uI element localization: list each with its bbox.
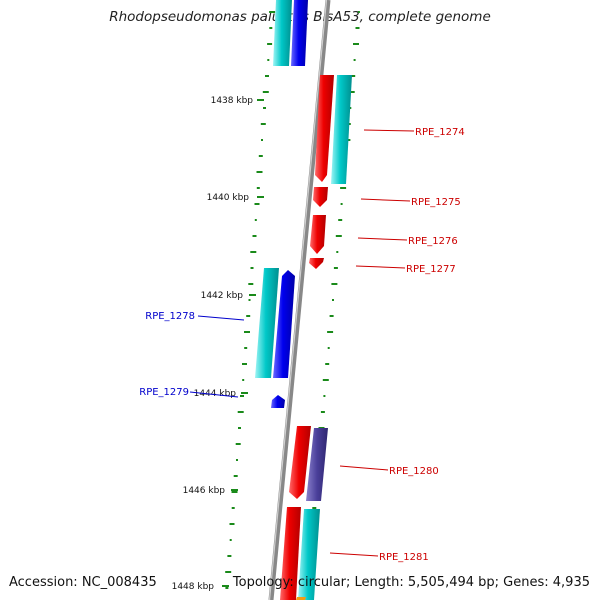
cds-feature-rpe-1279: [271, 395, 285, 408]
gene-feature-rpe-1281: [298, 509, 320, 600]
gene-feature-rpe-1274: [331, 75, 352, 184]
backbone-line: [268, 0, 331, 600]
gene-label-rpe-1274[interactable]: RPE_1274: [415, 127, 465, 138]
cds-feature-rpe-1281: [280, 507, 301, 600]
gc-skew-track-left: [225, 11, 276, 589]
feature-orange: [296, 597, 306, 600]
label-connector: [329, 552, 379, 557]
cds-feature-rpe-1275: [313, 187, 328, 207]
label-connector: [339, 465, 389, 471]
gene-feature-rpe-1280: [306, 428, 328, 501]
cds-feature-rpe-1278: [273, 270, 295, 378]
backbone-highlight: [268, 0, 328, 600]
gene-label-rpe-1280[interactable]: RPE_1280: [389, 466, 439, 477]
gene-label-rpe-1275[interactable]: RPE_1275: [411, 197, 461, 208]
gene-label-rpe-1276[interactable]: RPE_1276: [408, 236, 458, 247]
gene-label-rpe-1278[interactable]: RPE_1278: [145, 311, 195, 322]
label-connector: [360, 198, 411, 202]
gene-label-rpe-1281[interactable]: RPE_1281: [379, 552, 429, 563]
gc-skew-track-right: [305, 11, 360, 589]
gene-label-rpe-1279[interactable]: RPE_1279: [139, 387, 189, 398]
label-connector: [197, 315, 245, 321]
scale-tick-label: 1438 kbp: [211, 96, 254, 106]
cds-feature-rpe-1280: [289, 426, 311, 499]
gene-label-rpe-1277[interactable]: RPE_1277: [406, 264, 456, 275]
label-connector: [189, 391, 239, 398]
cds-feature-rpe-1274: [315, 75, 334, 182]
cds-feature-blue: [291, 0, 308, 66]
cds-feature-rpe-1277: [309, 258, 324, 269]
cds-feature-rpe-1276: [310, 215, 326, 254]
label-connector: [357, 237, 408, 241]
gene-feature-rpe-1278: [255, 268, 279, 378]
scale-tick-label: 1442 kbp: [201, 291, 244, 301]
scale-tick-label: 1448 kbp: [172, 582, 215, 592]
label-connector: [363, 129, 415, 132]
accession-text: Accession: NC_008435: [9, 575, 157, 590]
scale-tick-label: 1444 kbp: [194, 389, 237, 399]
label-connector: [355, 265, 406, 269]
scale-ticks: 1438 kbp 1440 kbp 1442 kbp 1444 kbp 1446…: [172, 96, 264, 592]
scale-tick-label: 1440 kbp: [207, 193, 250, 203]
scale-tick-label: 1446 kbp: [183, 486, 226, 496]
gene-feature-cyan: [273, 0, 292, 66]
topology-text: Topology: circular; Length: 5,505,494 bp…: [232, 575, 590, 590]
